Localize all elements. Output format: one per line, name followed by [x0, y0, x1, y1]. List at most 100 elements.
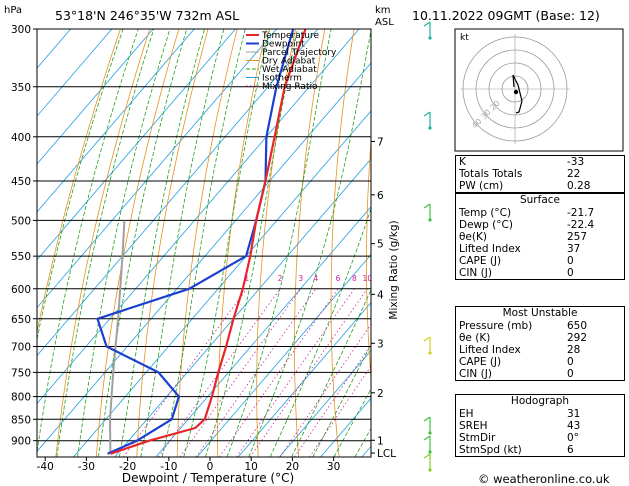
isotherm-line [114, 158, 371, 457]
dry-adiabat-line [401, 29, 420, 457]
isotherm-line [37, 29, 195, 213]
altitude-tick-label: LCL [377, 448, 396, 460]
axes: 300350400450500550600650700750800850900-… [11, 24, 396, 473]
wet-adiabat-line [226, 29, 332, 457]
wind-barb-dot [428, 218, 432, 222]
dry-adiabat-line [37, 29, 121, 334]
mixing-ratio-label: 2 [278, 274, 283, 283]
dry-adiabat-line [256, 29, 296, 457]
legend-entry: Dewpoint [262, 40, 305, 50]
isotherm-line [37, 29, 113, 117]
wind-barb-flag [423, 336, 431, 342]
info-label: CAPE (J) [459, 356, 502, 368]
mixing-ratio-line [279, 323, 371, 457]
info-label: θe(K) [459, 231, 487, 243]
info-value: 0 [567, 368, 574, 380]
info-label: StmDir [459, 432, 496, 444]
plot-area: 1 2 3 4 6 8 10 16 20 25 [37, 29, 420, 457]
pressure-tick-label: 500 [11, 215, 31, 227]
mixing-ratio-label: 20 [405, 274, 415, 283]
wind-barb-dot [428, 351, 432, 355]
info-value: 31 [567, 408, 581, 420]
isotherm-line [37, 29, 236, 261]
info-value: -22.4 [567, 219, 595, 231]
info-row: Totals Totals 22 [456, 168, 624, 180]
info-row: CIN (J) 0 [456, 267, 624, 279]
most-unstable-box: Most Unstable Pressure (mb) 650 θe (K) 292 L… [455, 306, 625, 381]
isotherm-line [37, 29, 360, 405]
info-row: StmSpd (kt) 6 [456, 444, 624, 456]
info-row: Temp (°C) -21.7 [456, 207, 624, 219]
surface-table: Temp (°C) -21.7 Dewp (°C) -22.4 θe(K) 257 Lift… [456, 207, 624, 279]
location-title: 53°18'N 246°35'W 732m ASL [55, 8, 240, 23]
info-label: CIN (J) [459, 368, 492, 380]
dry-adiabat-line [217, 29, 267, 457]
dry-adiabat-line [136, 29, 209, 457]
mixing-ratio-label: 4 [314, 274, 319, 283]
info-value: -21.7 [567, 207, 595, 219]
wind-barb-flag [423, 21, 431, 27]
mixing-ratio-line [236, 288, 355, 457]
info-row: θe (K) 292 [456, 332, 624, 344]
isotherm-line [37, 62, 371, 453]
info-label: PW (cm) [459, 180, 504, 192]
dry-adiabat-line [294, 29, 326, 457]
info-label: Pressure (mb) [459, 320, 533, 332]
temperature-tick-label: -30 [78, 461, 95, 473]
info-label: θe (K) [459, 332, 491, 344]
info-label: Lifted Index [459, 243, 521, 255]
pressure-tick-label: 550 [11, 251, 31, 263]
info-row: K -33 [456, 156, 624, 168]
legend-entry: Isotherm [262, 74, 302, 84]
info-label: CIN (J) [459, 267, 492, 279]
wet-adiabat-line [161, 29, 246, 457]
temperature-tick-label: 0 [207, 461, 214, 473]
info-value: 650 [567, 320, 588, 332]
info-row: EH 31 [456, 408, 624, 420]
dry-adiabat-line [55, 29, 151, 457]
info-label: Dewp (°C) [459, 219, 513, 231]
info-row: Dewp (°C) -22.4 [456, 219, 624, 231]
legend-entry: Dry Adiabat [262, 57, 316, 67]
wind-barb-flag [423, 453, 431, 459]
pressure-tick-label: 700 [11, 342, 31, 354]
info-row: θe(K) 257 [456, 231, 624, 243]
altitude-tick-label: 4 [377, 289, 384, 301]
info-row: CAPE (J) 0 [456, 356, 624, 368]
wet-adiabat-line [269, 207, 371, 457]
dry-adiabat-line [176, 29, 238, 457]
info-value: 28 [567, 344, 581, 356]
info-value: 0 [567, 356, 574, 368]
indices-box: K -33 Totals Totals 22 PW (cm) 0.28 [455, 155, 625, 193]
altitude-tick-label: 6 [377, 190, 384, 202]
wind-barb-dot [428, 126, 432, 130]
isotherm-line [37, 29, 277, 309]
x-axis-label: Dewpoint / Temperature (°C) [122, 471, 294, 485]
mixing-ratio-line [218, 288, 339, 457]
wet-adiabat-line [183, 29, 270, 457]
mixing-ratio-label: 6 [336, 274, 341, 283]
mixing-ratio-label: 8 [352, 274, 357, 283]
isotherm-line [196, 254, 371, 457]
surface-title: Surface [519, 194, 560, 206]
wind-barb-dot [428, 450, 432, 454]
info-value: 0.28 [567, 180, 591, 192]
pressure-tick-label: 300 [11, 24, 31, 36]
info-value: 37 [567, 243, 581, 255]
legend-entry: Temperature [261, 31, 319, 41]
info-row: SREH 43 [456, 420, 624, 432]
mixing-ratio-labels: 1 2 3 4 6 8 10 16 20 25 [244, 274, 415, 283]
altitude-tick-label: 3 [377, 338, 384, 350]
isotherm-line [155, 206, 371, 457]
temperature-tick-label: -40 [37, 461, 54, 473]
mixing-ratio-label: 1 [244, 274, 249, 283]
info-value: 0 [567, 255, 574, 267]
legend-entry: Parcel Trajectory [262, 48, 337, 58]
parcel-trajectory-line [109, 220, 126, 454]
info-row: StmDir 0° [456, 432, 624, 444]
wet-adiabat-line [37, 29, 124, 342]
info-row: Lifted Index 37 [456, 243, 624, 255]
isotherm-line [37, 29, 319, 357]
